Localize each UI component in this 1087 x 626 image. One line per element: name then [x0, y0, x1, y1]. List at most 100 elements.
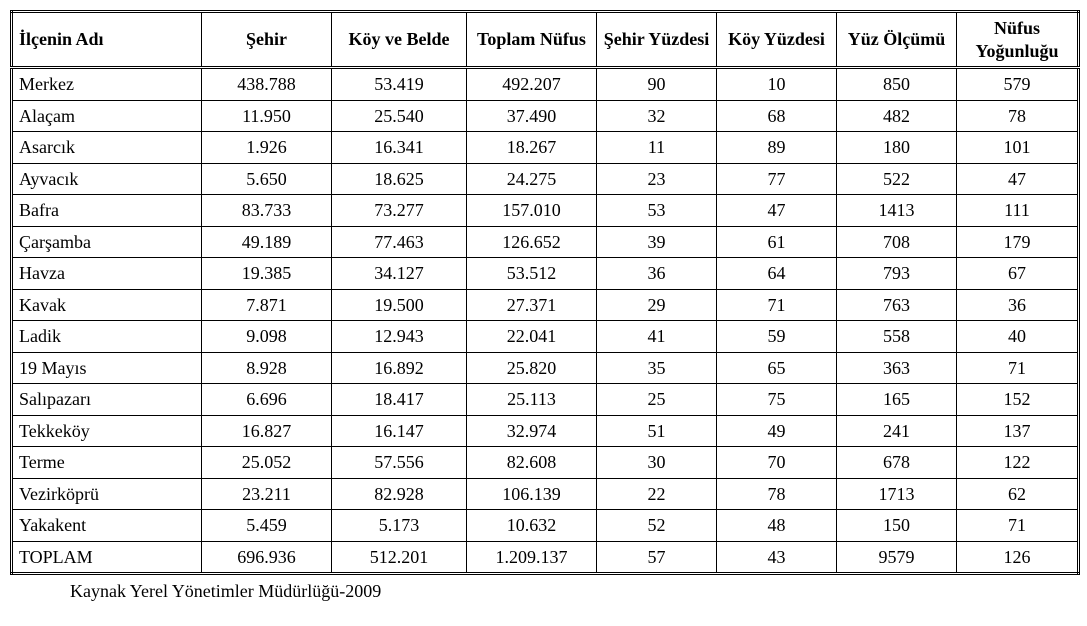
cell: 51	[597, 415, 717, 447]
cell: 10	[717, 68, 837, 101]
cell: 78	[717, 478, 837, 510]
cell: 763	[837, 289, 957, 321]
cell: TOPLAM	[12, 541, 202, 574]
cell: 18.625	[332, 163, 467, 195]
cell: 11	[597, 132, 717, 164]
cell: 241	[837, 415, 957, 447]
table-header-row: İlçenin Adı Şehir Köy ve Belde Toplam Nü…	[12, 12, 1079, 68]
col-header: Şehir Yüzdesi	[597, 12, 717, 68]
table-row: Vezirköprü23.21182.928106.1392278171362	[12, 478, 1079, 510]
cell: 12.943	[332, 321, 467, 353]
cell: 106.139	[467, 478, 597, 510]
cell: 10.632	[467, 510, 597, 542]
cell: 29	[597, 289, 717, 321]
cell: 34.127	[332, 258, 467, 290]
col-header: Köy Yüzdesi	[717, 12, 837, 68]
cell: 165	[837, 384, 957, 416]
cell: 16.341	[332, 132, 467, 164]
cell: 101	[957, 132, 1079, 164]
cell: 83.733	[202, 195, 332, 227]
col-header: Şehir	[202, 12, 332, 68]
cell: 30	[597, 447, 717, 479]
cell: 157.010	[467, 195, 597, 227]
col-header: Yüz Ölçümü	[837, 12, 957, 68]
cell: 152	[957, 384, 1079, 416]
table-container: İlçenin Adı Şehir Köy ve Belde Toplam Nü…	[10, 10, 1077, 602]
cell: 150	[837, 510, 957, 542]
cell: 793	[837, 258, 957, 290]
cell: 71	[717, 289, 837, 321]
cell: 64	[717, 258, 837, 290]
col-header: İlçenin Adı	[12, 12, 202, 68]
cell: 35	[597, 352, 717, 384]
cell: 19 Mayıs	[12, 352, 202, 384]
cell: 5.650	[202, 163, 332, 195]
source-note: Kaynak Yerel Yönetimler Müdürlüğü-2009	[10, 575, 1077, 602]
cell: Yakakent	[12, 510, 202, 542]
cell: 32.974	[467, 415, 597, 447]
cell: 40	[957, 321, 1079, 353]
cell: 71	[957, 510, 1079, 542]
cell: 25.113	[467, 384, 597, 416]
table-row: 19 Mayıs8.92816.89225.820356536371	[12, 352, 1079, 384]
cell: 57.556	[332, 447, 467, 479]
cell: 41	[597, 321, 717, 353]
cell: 49	[717, 415, 837, 447]
table-body: Merkez438.78853.419492.2079010850579 Ala…	[12, 68, 1079, 574]
cell: 47	[717, 195, 837, 227]
cell: 678	[837, 447, 957, 479]
table-row: Ayvacık5.65018.62524.275237752247	[12, 163, 1079, 195]
cell: Tekkeköy	[12, 415, 202, 447]
cell: Çarşamba	[12, 226, 202, 258]
cell: Merkez	[12, 68, 202, 101]
cell: 1713	[837, 478, 957, 510]
cell: 23	[597, 163, 717, 195]
cell: 126	[957, 541, 1079, 574]
cell: 25.820	[467, 352, 597, 384]
table-row: Kavak7.87119.50027.371297176336	[12, 289, 1079, 321]
table-row-total: TOPLAM696.936512.2011.209.13757439579126	[12, 541, 1079, 574]
cell: 78	[957, 100, 1079, 132]
cell: 24.275	[467, 163, 597, 195]
cell: Alaçam	[12, 100, 202, 132]
cell: 57	[597, 541, 717, 574]
cell: 122	[957, 447, 1079, 479]
cell: 62	[957, 478, 1079, 510]
cell: 482	[837, 100, 957, 132]
cell: 16.892	[332, 352, 467, 384]
cell: 19.500	[332, 289, 467, 321]
cell: 48	[717, 510, 837, 542]
cell: 47	[957, 163, 1079, 195]
col-header: Toplam Nüfus	[467, 12, 597, 68]
cell: Bafra	[12, 195, 202, 227]
cell: 363	[837, 352, 957, 384]
cell: 22.041	[467, 321, 597, 353]
cell: 180	[837, 132, 957, 164]
cell: Salıpazarı	[12, 384, 202, 416]
cell: 23.211	[202, 478, 332, 510]
cell: 8.928	[202, 352, 332, 384]
table-row: Ladik9.09812.94322.041415955840	[12, 321, 1079, 353]
table-row: Salıpazarı6.69618.41725.1132575165152	[12, 384, 1079, 416]
cell: 16.147	[332, 415, 467, 447]
cell: 65	[717, 352, 837, 384]
table-row: Terme25.05257.55682.6083070678122	[12, 447, 1079, 479]
table-row: Asarcık1.92616.34118.2671189180101	[12, 132, 1079, 164]
cell: 82.928	[332, 478, 467, 510]
cell: 18.417	[332, 384, 467, 416]
cell: 39	[597, 226, 717, 258]
cell: 696.936	[202, 541, 332, 574]
cell: 708	[837, 226, 957, 258]
cell: 27.371	[467, 289, 597, 321]
cell: 6.696	[202, 384, 332, 416]
cell: Vezirköprü	[12, 478, 202, 510]
cell: Ayvacık	[12, 163, 202, 195]
cell: 52	[597, 510, 717, 542]
cell: 111	[957, 195, 1079, 227]
cell: 70	[717, 447, 837, 479]
cell: 53	[597, 195, 717, 227]
cell: 9579	[837, 541, 957, 574]
cell: 22	[597, 478, 717, 510]
cell: Asarcık	[12, 132, 202, 164]
cell: 1.209.137	[467, 541, 597, 574]
